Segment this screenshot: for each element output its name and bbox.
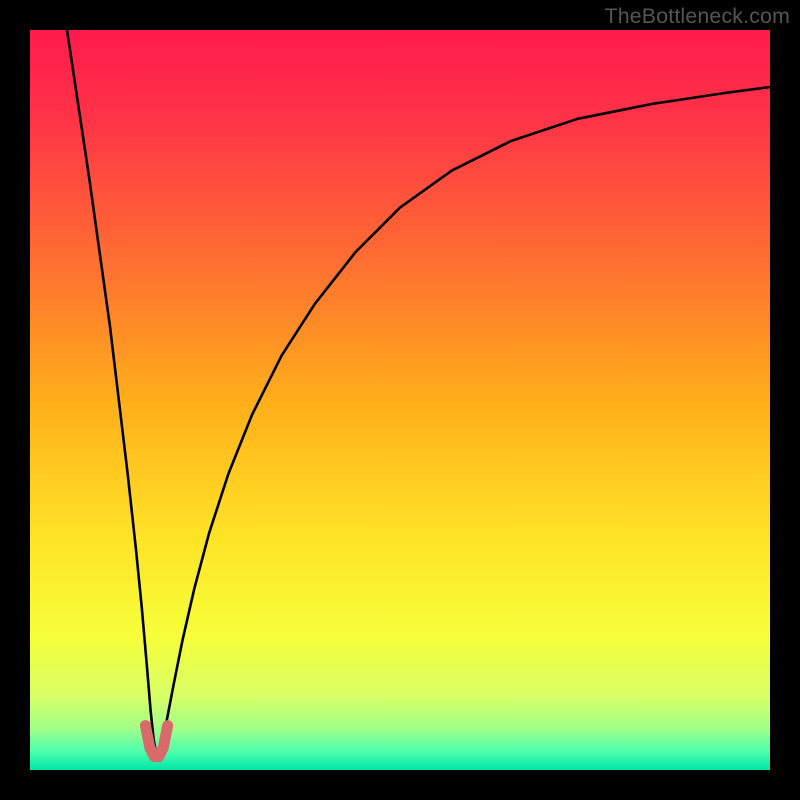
chart-container: { "watermark": { "text": "TheBottleneck.…: [0, 0, 800, 800]
bottleneck-chart: [0, 0, 800, 800]
watermark-text: TheBottleneck.com: [605, 4, 790, 29]
gradient-background: [30, 30, 770, 770]
